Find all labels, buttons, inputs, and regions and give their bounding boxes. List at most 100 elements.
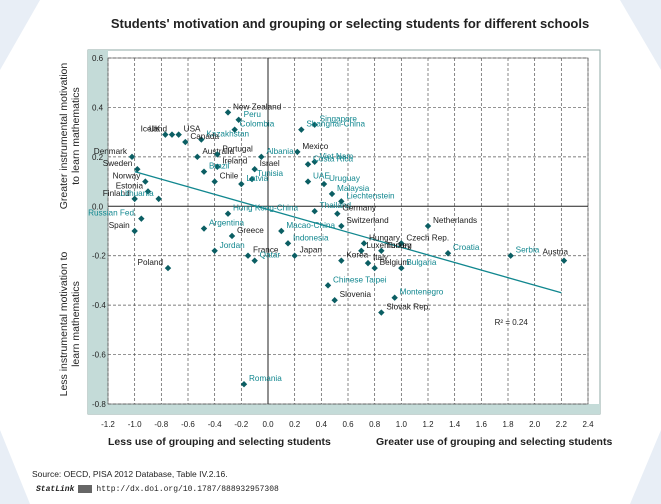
data-point-label: UK bbox=[149, 125, 161, 134]
data-point bbox=[240, 381, 248, 388]
data-point-label: UAE bbox=[313, 172, 330, 181]
data-point-label: Greece bbox=[237, 226, 264, 235]
data-point bbox=[391, 294, 398, 301]
y-tick-label: -0.8 bbox=[92, 400, 106, 409]
data-point-label: Norway bbox=[113, 172, 142, 181]
data-point bbox=[331, 297, 338, 304]
data-point bbox=[131, 195, 138, 203]
data-point bbox=[134, 166, 141, 173]
data-point bbox=[251, 257, 258, 264]
statlink-url[interactable]: http://dx.doi.org/10.1787/888932957308 bbox=[96, 485, 279, 495]
data-point bbox=[228, 232, 236, 240]
data-point-label: Finland bbox=[103, 189, 130, 198]
data-point-label: Ireland bbox=[222, 157, 247, 166]
data-point-label: Hong Kong-China bbox=[233, 204, 299, 213]
data-point bbox=[144, 188, 152, 195]
statlink-brand: StatLink bbox=[36, 485, 75, 495]
x-tick-label: -1.0 bbox=[128, 420, 142, 429]
x-tick-label: 1.6 bbox=[476, 420, 488, 429]
data-point bbox=[507, 252, 514, 259]
data-point-label: Brazil bbox=[209, 162, 230, 171]
data-point bbox=[214, 151, 221, 158]
data-point-label: Sweden bbox=[103, 159, 133, 168]
data-point bbox=[131, 227, 138, 235]
data-point-label: Romania bbox=[249, 374, 282, 383]
data-point bbox=[162, 131, 169, 138]
data-point bbox=[214, 163, 221, 170]
data-point-label: Austria bbox=[543, 248, 569, 257]
data-point bbox=[182, 138, 189, 146]
data-point-label: Denmark bbox=[94, 147, 128, 156]
data-point bbox=[200, 225, 208, 232]
source-note: Source: OECD, PISA 2012 Database, Table … bbox=[32, 469, 228, 479]
data-point bbox=[211, 247, 218, 254]
y-tick-label: 0.4 bbox=[92, 103, 104, 112]
x-axis-label-right: Greater use of grouping and selecting st… bbox=[376, 436, 613, 448]
r-squared-label: R² = 0.24 bbox=[495, 318, 529, 327]
data-point-label: Uruguay bbox=[329, 174, 361, 183]
data-point-label: Portugal bbox=[222, 144, 253, 153]
x-tick-label: -0.6 bbox=[181, 420, 195, 429]
data-point bbox=[231, 126, 238, 133]
data-point bbox=[168, 131, 176, 138]
data-point-label: France bbox=[253, 246, 279, 255]
data-point bbox=[251, 166, 258, 173]
data-point-label: Russian Fed. bbox=[88, 209, 136, 218]
data-point-label: Iceland bbox=[141, 125, 168, 134]
y-tick-label: -0.6 bbox=[92, 351, 106, 360]
data-point-label: Lithuania bbox=[120, 189, 154, 198]
statlink-line: StatLink http://dx.doi.org/10.1787/888932… bbox=[36, 485, 279, 494]
x-tick-label: 0.2 bbox=[289, 420, 301, 429]
data-point-label: Tunisia bbox=[257, 169, 284, 178]
data-point bbox=[424, 222, 432, 230]
data-point bbox=[128, 153, 136, 161]
data-point-label: Chinese Taipei bbox=[333, 275, 387, 284]
data-point bbox=[164, 264, 172, 272]
data-point bbox=[304, 161, 312, 168]
data-point-label: Turkey bbox=[386, 241, 412, 250]
x-tick-label: 2.0 bbox=[529, 420, 541, 429]
data-point-label: Canada bbox=[190, 132, 219, 141]
data-point bbox=[291, 252, 298, 259]
data-point-label: Colombia bbox=[240, 120, 275, 129]
data-point bbox=[444, 250, 452, 257]
data-point-label: Netherlands bbox=[433, 216, 477, 225]
data-point bbox=[311, 208, 318, 215]
data-point bbox=[338, 222, 345, 230]
statlink-logo-icon bbox=[78, 485, 93, 493]
data-point-label: Costa Rica bbox=[313, 154, 353, 163]
x-tick-label: 0.6 bbox=[342, 420, 354, 429]
data-point bbox=[238, 180, 245, 188]
y-tick-label: -0.4 bbox=[92, 301, 106, 310]
data-point bbox=[311, 158, 318, 165]
data-point-label: Belgium bbox=[380, 258, 410, 267]
data-point bbox=[248, 175, 256, 183]
x-tick-label: -1.2 bbox=[101, 420, 115, 429]
data-point bbox=[198, 136, 205, 143]
data-point-label: Slovak Rep. bbox=[386, 303, 430, 312]
x-tick-label: -0.8 bbox=[154, 420, 168, 429]
x-tick-label: 0.4 bbox=[316, 420, 328, 429]
data-point-label: Korea bbox=[346, 251, 368, 260]
data-point-label: Latvia bbox=[246, 174, 268, 183]
data-point-label: Peru bbox=[244, 110, 262, 119]
data-point bbox=[244, 252, 252, 259]
page-corner-top-right bbox=[620, 0, 661, 70]
data-point-label: Italy bbox=[373, 253, 389, 262]
data-point bbox=[360, 240, 368, 247]
page-corner-bottom-right bbox=[630, 430, 661, 504]
x-tick-label: 1.8 bbox=[502, 420, 514, 429]
data-point-label: Japan bbox=[300, 246, 323, 255]
data-point bbox=[358, 247, 365, 254]
data-point-label: Kazakhstan bbox=[206, 130, 249, 139]
data-point bbox=[211, 178, 218, 185]
data-point-label: Macao-China bbox=[286, 221, 335, 230]
data-point-label: Chile bbox=[220, 172, 239, 181]
y-tick-label: 0.0 bbox=[92, 202, 104, 211]
data-point bbox=[338, 257, 345, 264]
data-point-label: Australia bbox=[202, 147, 234, 156]
data-point bbox=[258, 153, 265, 161]
y-tick-label: -0.2 bbox=[92, 252, 106, 261]
data-point bbox=[194, 153, 201, 161]
